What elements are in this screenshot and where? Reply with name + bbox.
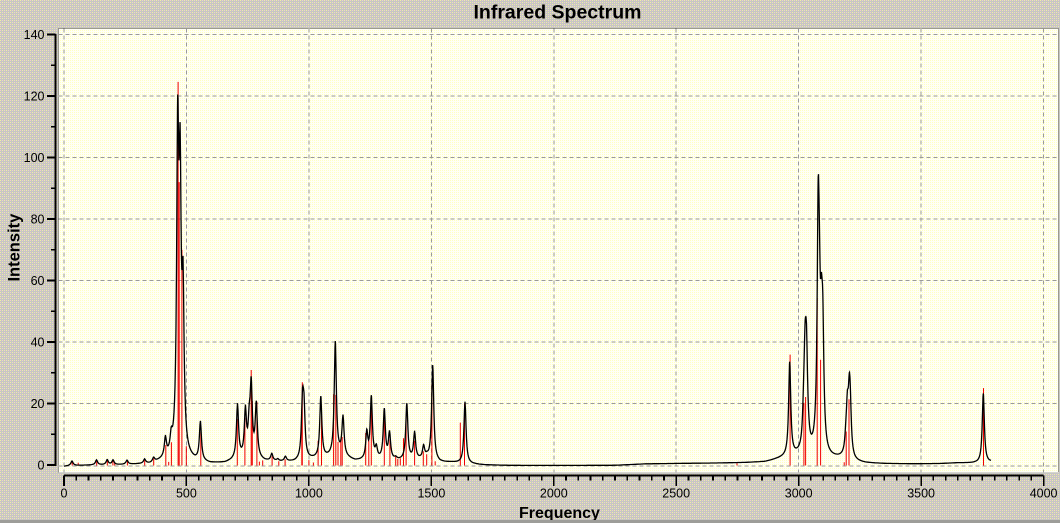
svg-text:0: 0: [61, 487, 68, 501]
svg-text:0: 0: [38, 458, 45, 472]
svg-text:20: 20: [31, 397, 45, 411]
svg-text:120: 120: [24, 89, 45, 103]
svg-text:2500: 2500: [662, 487, 690, 501]
svg-text:3500: 3500: [907, 487, 935, 501]
svg-text:40: 40: [31, 335, 45, 349]
svg-text:4000: 4000: [1030, 487, 1058, 501]
svg-text:1000: 1000: [295, 487, 323, 501]
svg-text:500: 500: [176, 487, 197, 501]
svg-text:140: 140: [24, 28, 45, 42]
svg-text:Infrared Spectrum: Infrared Spectrum: [474, 2, 642, 24]
svg-text:60: 60: [31, 274, 45, 288]
svg-text:1500: 1500: [417, 487, 445, 501]
svg-text:Frequency: Frequency: [519, 505, 600, 522]
svg-text:80: 80: [31, 212, 45, 226]
svg-text:2000: 2000: [540, 487, 568, 501]
svg-text:3000: 3000: [785, 487, 813, 501]
svg-text:100: 100: [24, 151, 45, 165]
svg-text:Intensity: Intensity: [6, 213, 24, 282]
